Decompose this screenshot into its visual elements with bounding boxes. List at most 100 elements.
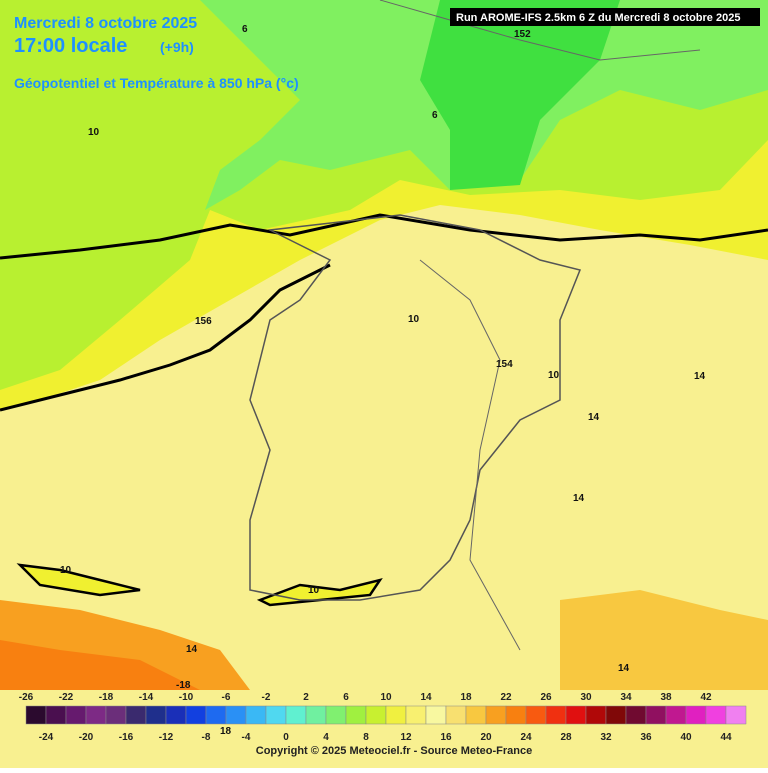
isotherm-10	[0, 263, 331, 412]
zone-orange-dark	[0, 640, 200, 690]
header-time: 17:00 locale	[14, 35, 127, 57]
legend-swatch	[285, 705, 307, 725]
legend-label: 4	[323, 732, 329, 743]
legend-swatch	[545, 705, 567, 725]
legend-label: -20	[79, 732, 94, 743]
legend-label: 18	[460, 692, 472, 703]
contour-label: 10	[308, 585, 320, 596]
contour-label: 6	[432, 110, 438, 121]
legend-label: 2	[303, 692, 309, 703]
legend-swatch	[85, 705, 107, 725]
contour-label: 10	[60, 565, 72, 576]
legend-label: 16	[440, 732, 452, 743]
legend-label: -2	[262, 692, 271, 703]
legend-swatch	[625, 705, 647, 725]
geopotential-line	[419, 259, 521, 651]
legend-swatch	[265, 705, 287, 725]
legend-swatch	[705, 705, 727, 725]
legend-label: -4	[242, 732, 251, 743]
legend-swatch	[245, 705, 267, 725]
isotherm-10	[0, 213, 768, 260]
geopotential-line	[379, 0, 701, 61]
legend-swatch	[45, 705, 67, 725]
legend-swatch	[445, 705, 467, 725]
copyright: Copyright © 2025 Meteociel.fr - Source M…	[256, 745, 532, 757]
legend-label: -14	[139, 692, 154, 703]
legend-label: 36	[640, 732, 652, 743]
contour-label: 14	[618, 663, 630, 674]
zone-green-dark	[420, 0, 620, 190]
legend-swatch	[365, 705, 387, 725]
legend-label: 30	[580, 692, 592, 703]
legend-label: 10	[380, 692, 392, 703]
legend-label: -12	[159, 732, 174, 743]
legend-swatch	[465, 705, 487, 725]
contour-label: 18	[220, 726, 232, 737]
legend-swatch	[725, 705, 747, 725]
header-date: Mercredi 8 octobre 2025	[14, 15, 197, 32]
legend-swatch	[585, 705, 607, 725]
legend-label: 14	[420, 692, 432, 703]
legend-swatch	[565, 705, 587, 725]
legend-label: 8	[363, 732, 369, 743]
legend-swatch	[385, 705, 407, 725]
legend-label: -6	[222, 692, 231, 703]
legend-label: 12	[400, 732, 412, 743]
contour-label: 14	[588, 412, 600, 423]
legend-swatch	[685, 705, 707, 725]
legend-swatch	[645, 705, 667, 725]
legend-label: 20	[480, 732, 492, 743]
legend-label: 28	[560, 732, 572, 743]
legend-swatch	[525, 705, 547, 725]
legend-swatch	[205, 705, 227, 725]
legend-swatch	[25, 705, 47, 725]
legend-label: 38	[660, 692, 672, 703]
contour-label: 10	[408, 314, 420, 325]
legend-label: 34	[620, 692, 632, 703]
zone-warm	[560, 590, 768, 690]
legend-label: 44	[720, 732, 732, 743]
legend-swatch	[145, 705, 167, 725]
contour-label: 154	[496, 359, 513, 370]
legend-label: -10	[179, 692, 194, 703]
legend-label: -24	[39, 732, 54, 743]
run-info: Run AROME-IFS 2.5km 6 Z du Mercredi 8 oc…	[456, 12, 740, 24]
run-box	[450, 8, 760, 26]
legend-swatch	[405, 705, 427, 725]
legend-swatch	[105, 705, 127, 725]
contour-label: 156	[195, 316, 212, 327]
legend-label: 40	[680, 732, 692, 743]
contour-label: 10	[548, 370, 560, 381]
legend-swatch	[185, 705, 207, 725]
legend-swatch	[425, 705, 447, 725]
legend-label: -8	[202, 732, 211, 743]
legend-swatch	[305, 705, 327, 725]
legend-label: 6	[343, 692, 349, 703]
france-border	[249, 214, 582, 601]
legend-swatch	[485, 705, 507, 725]
legend-label: -26	[19, 692, 34, 703]
legend-swatch	[665, 705, 687, 725]
header-field: Géopotentiel et Température à 850 hPa (°…	[14, 75, 299, 91]
contour-label: 14	[186, 644, 198, 655]
legend-label: 26	[540, 692, 552, 703]
contour-label: 6	[242, 24, 248, 35]
legend-swatch	[125, 705, 147, 725]
header-offset: (+9h)	[160, 39, 194, 55]
legend-swatch	[605, 705, 627, 725]
legend-swatch	[345, 705, 367, 725]
contour-label: 14	[573, 493, 585, 504]
isotherm-island	[16, 563, 141, 597]
legend-swatch	[505, 705, 527, 725]
legend-label: 42	[700, 692, 712, 703]
legend-swatch	[225, 705, 247, 725]
contour-label: 152	[514, 29, 531, 40]
legend-swatch	[165, 705, 187, 725]
legend-area	[0, 690, 768, 768]
contour-label: 14	[694, 371, 706, 382]
legend-label: -18	[99, 692, 114, 703]
contour-label: -18	[176, 680, 191, 691]
legend-label: 22	[500, 692, 512, 703]
legend-label: 24	[520, 732, 532, 743]
